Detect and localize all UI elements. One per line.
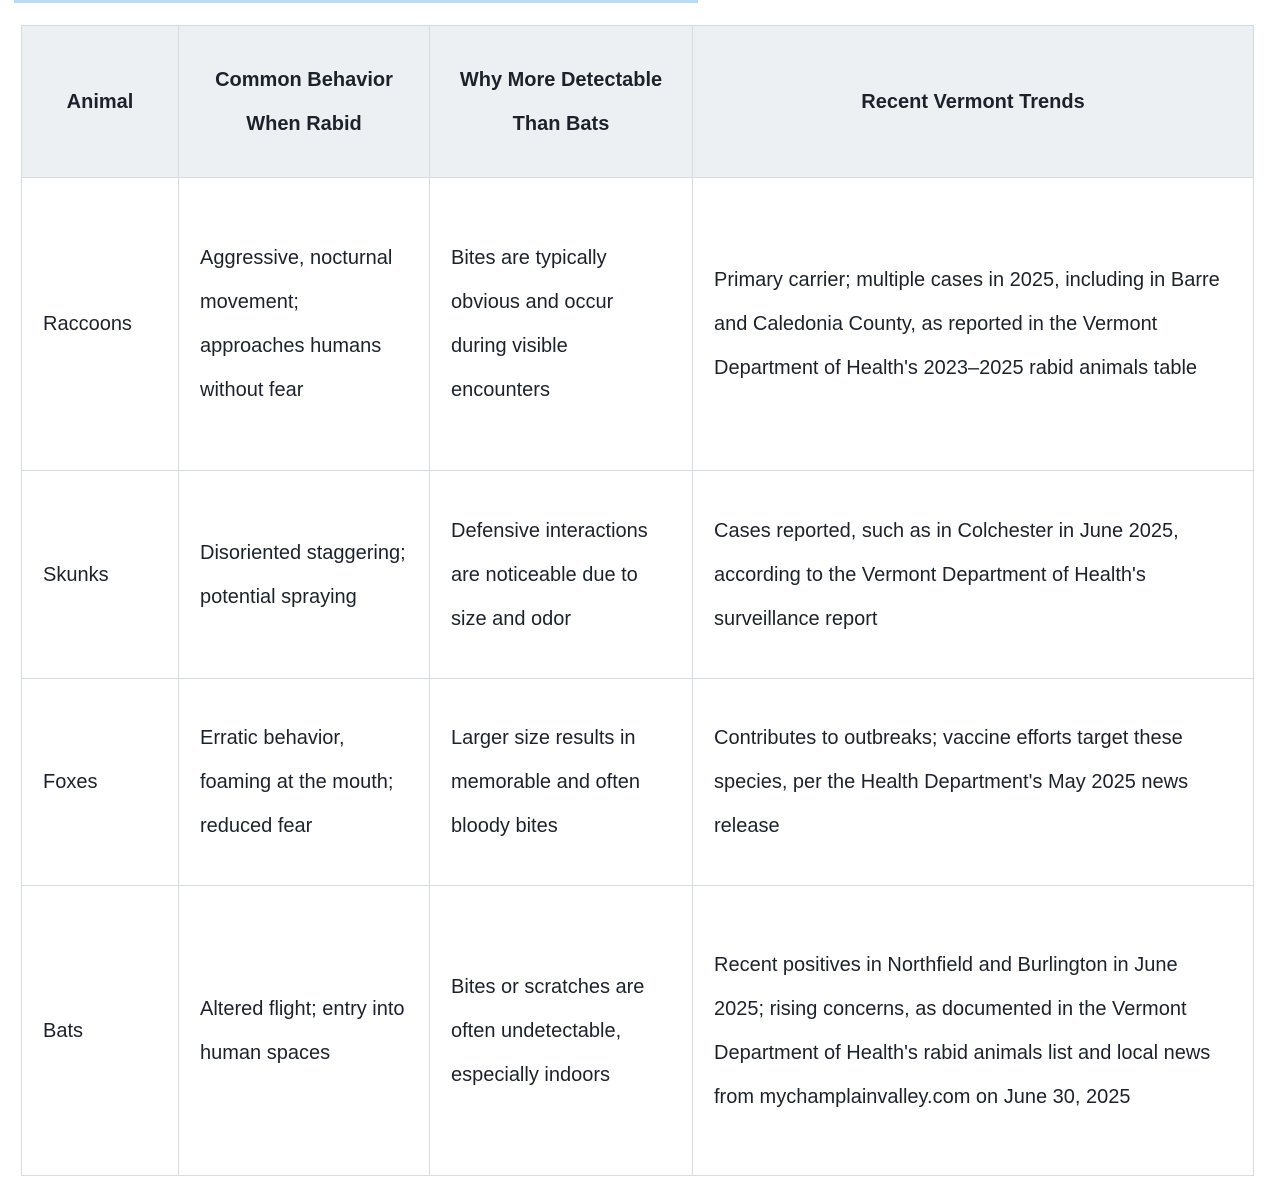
col-header-trends: Recent Vermont Trends: [692, 25, 1254, 178]
table-header: Animal Common Behavior When Rabid Why Mo…: [21, 25, 1254, 178]
cell-animal: Foxes: [21, 678, 179, 886]
cell-trends: Recent positives in Northfield and Burli…: [692, 885, 1254, 1176]
cell-behavior: Aggressive, nocturnal movement; approach…: [178, 177, 430, 471]
cell-detectable: Larger size results in memorable and oft…: [429, 678, 693, 886]
table-row: Bats Altered flight; entry into human sp…: [21, 885, 1254, 1176]
cell-detectable: Defensive interactions are noticeable du…: [429, 470, 693, 679]
table-row: Raccoons Aggressive, nocturnal movement;…: [21, 177, 1254, 471]
cell-animal: Bats: [21, 885, 179, 1176]
cell-detectable: Bites or scratches are often undetectabl…: [429, 885, 693, 1176]
cell-trends: Primary carrier; multiple cases in 2025,…: [692, 177, 1254, 471]
cell-trends: Cases reported, such as in Colchester in…: [692, 470, 1254, 679]
col-header-behavior: Common Behavior When Rabid: [178, 25, 430, 178]
rabid-animals-table: Animal Common Behavior When Rabid Why Mo…: [21, 25, 1254, 1176]
table-row: Skunks Disoriented staggering; potential…: [21, 470, 1254, 679]
cell-trends: Contributes to outbreaks; vaccine effort…: [692, 678, 1254, 886]
selection-highlight-bar: [14, 0, 698, 3]
cell-behavior: Erratic behavior, foaming at the mouth; …: [178, 678, 430, 886]
cell-detectable: Bites are typically obvious and occur du…: [429, 177, 693, 471]
cell-animal: Skunks: [21, 470, 179, 679]
col-header-detectable: Why More Detectable Than Bats: [429, 25, 693, 178]
cell-behavior: Altered flight; entry into human spaces: [178, 885, 430, 1176]
cell-animal: Raccoons: [21, 177, 179, 471]
table-row: Foxes Erratic behavior, foaming at the m…: [21, 678, 1254, 886]
header-row: Animal Common Behavior When Rabid Why Mo…: [21, 25, 1254, 178]
col-header-animal: Animal: [21, 25, 179, 178]
cell-behavior: Disoriented staggering; potential sprayi…: [178, 470, 430, 679]
